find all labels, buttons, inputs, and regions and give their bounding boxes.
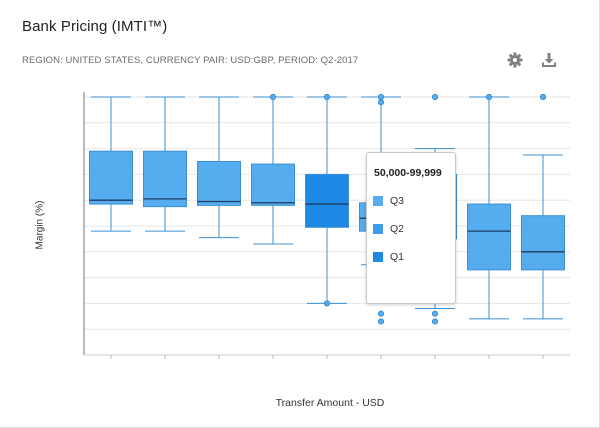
legend-swatch-q1 [373, 252, 383, 262]
outlier-point [269, 93, 277, 101]
x-axis-label: Transfer Amount - USD [275, 397, 385, 409]
outlier-point [431, 318, 439, 325]
outlier-point [431, 93, 439, 101]
tooltip-title: 50,000-99,999 [374, 167, 442, 179]
tooltip-label-q2: Q2 [390, 223, 405, 235]
outlier-point [377, 310, 385, 317]
download-button[interactable] [541, 52, 557, 68]
box-5 [305, 173, 349, 228]
legend-swatch-q2 [373, 224, 383, 234]
box-8 [467, 203, 511, 271]
outlier-point [431, 310, 439, 317]
tooltip: 50,000-99,999 Q3 Q2 Q1 [366, 152, 456, 304]
box-3 [197, 161, 241, 206]
tooltip-label-q1: Q1 [390, 251, 405, 263]
box-1 [89, 150, 133, 205]
y-axis-label: Margin (%) [34, 200, 46, 250]
box-9 [521, 215, 565, 271]
outlier-point [323, 93, 331, 101]
download-icon [542, 53, 556, 67]
gear-icon [507, 52, 523, 68]
outlier-point [323, 300, 331, 307]
tooltip-label-q3: Q3 [390, 195, 405, 207]
outlier-point [377, 318, 385, 325]
outlier-point [377, 99, 385, 106]
outlier-point [485, 93, 493, 101]
chart-subtitle: REGION: UNITED STATES, CURRENCY PAIR: US… [22, 55, 359, 66]
box-4 [251, 163, 295, 206]
chart-title: Bank Pricing (IMTI™) [22, 18, 168, 35]
settings-button[interactable] [507, 52, 523, 68]
box-2 [143, 150, 187, 208]
outlier-point [539, 93, 547, 101]
legend-swatch-q3 [373, 196, 383, 206]
outlier-point [377, 93, 385, 101]
